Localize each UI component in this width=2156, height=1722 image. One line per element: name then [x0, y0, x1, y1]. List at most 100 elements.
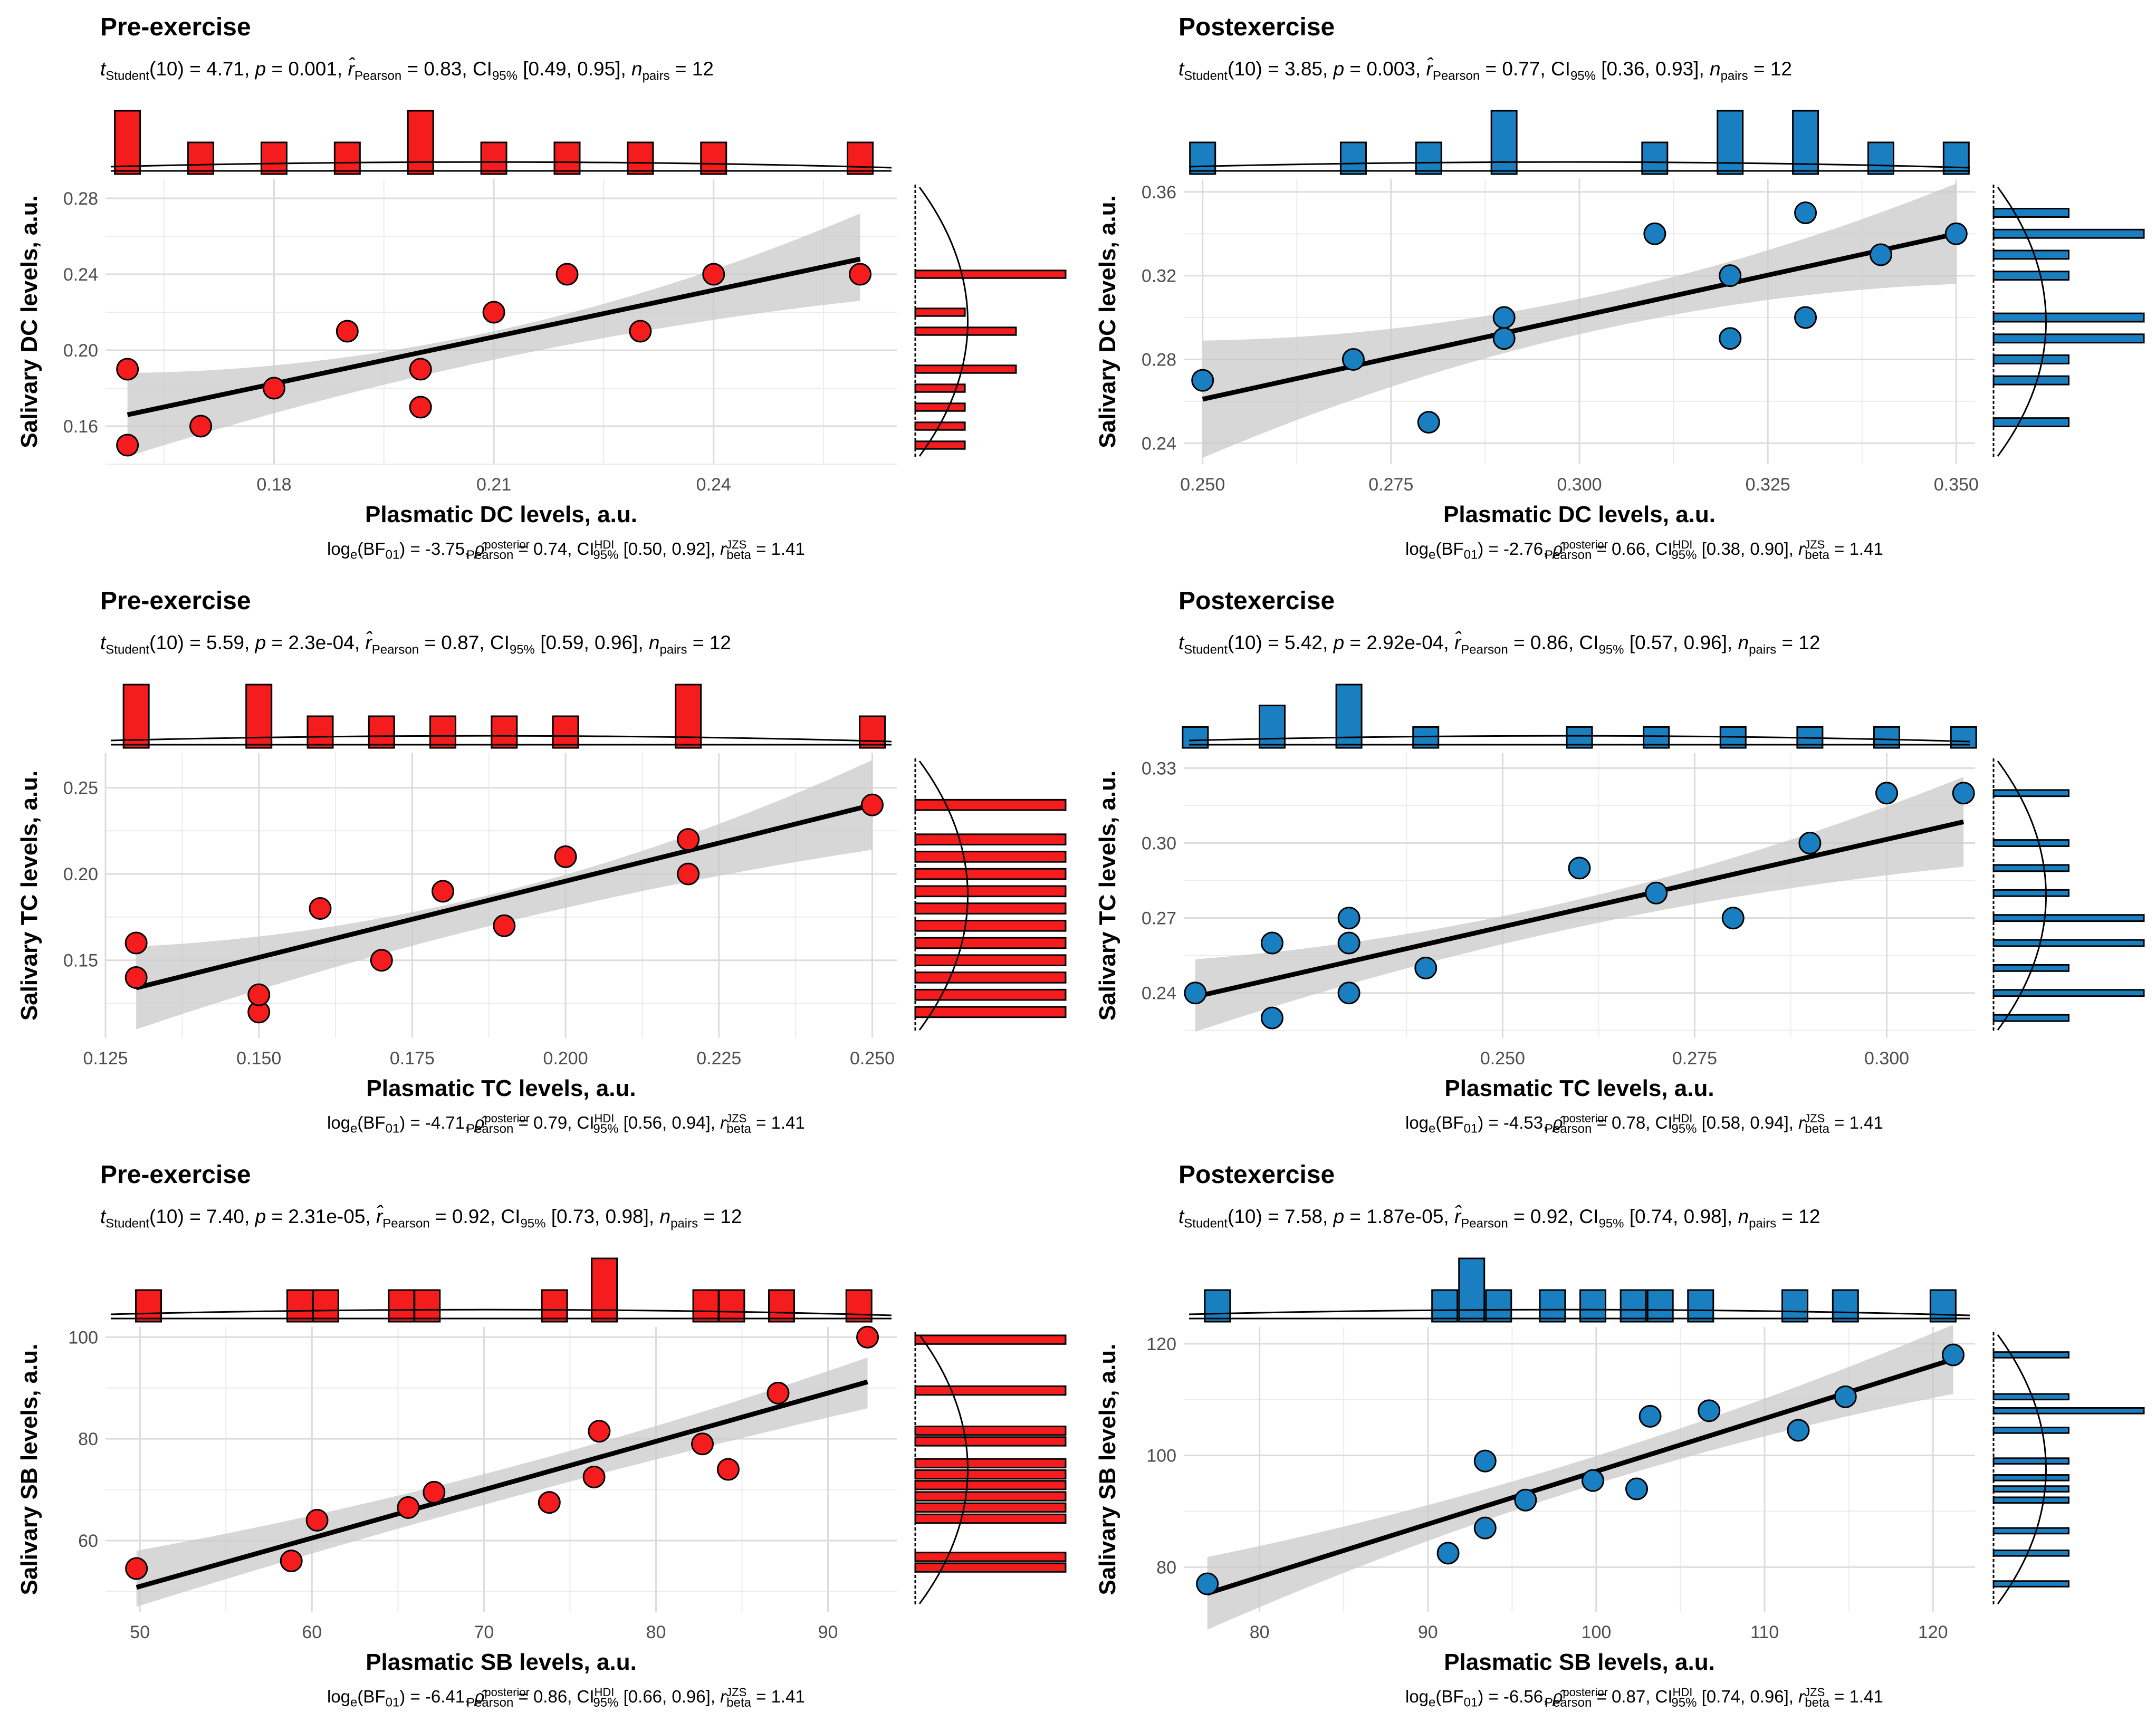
- x-histogram-bar: [845, 1289, 873, 1323]
- x-tick-label: 80: [1250, 1622, 1270, 1642]
- y-tick-label: 0.24: [1142, 434, 1176, 454]
- x-histogram-bar: [700, 141, 727, 175]
- y-histogram-bar: [1992, 1407, 2145, 1415]
- x-tick-label: 0.350: [1934, 475, 1979, 495]
- x-axis-title: Plasmatic TC levels, a.u.: [366, 1075, 636, 1101]
- data-point: [1436, 1542, 1460, 1565]
- y-histogram-bar: [914, 270, 1067, 279]
- y-histogram-bar: [1992, 1351, 2069, 1359]
- chart-title: Postexercise: [1178, 1161, 1335, 1189]
- confidence-band: [1202, 183, 1957, 458]
- confidence-band: [136, 1357, 868, 1607]
- data-point: [309, 897, 332, 920]
- y-axis-title: Salivary DC levels, a.u.: [16, 195, 42, 448]
- y-histogram-bar: [914, 440, 966, 450]
- data-point: [1638, 1404, 1662, 1428]
- data-point: [677, 828, 700, 851]
- x-histogram-bar: [1189, 141, 1216, 175]
- x-histogram-bar: [1929, 1289, 1957, 1323]
- data-point: [677, 862, 700, 886]
- data-point: [280, 1550, 303, 1573]
- x-tick-label: 0.225: [696, 1048, 741, 1069]
- frequentist-stats: tStudent(10) = 3.85, p = 0.003, r̂Pearso…: [1178, 58, 1792, 83]
- chart-plot: 50 60 70 80 90 60 80 100 Plasmatic SB levels, a.…: [16, 1257, 1067, 1675]
- y-tick-label: 0.36: [1142, 182, 1176, 203]
- regression-line: [1202, 231, 1957, 402]
- bayesian-stats: loge(BF01) = -4.71, ρ̂posteriorPearson =…: [327, 1112, 805, 1136]
- y-axis-title: Salivary TC levels, a.u.: [1095, 771, 1120, 1021]
- data-point: [482, 301, 505, 324]
- x-histogram-bar: [260, 141, 288, 175]
- y-histogram-bar: [914, 1552, 1067, 1562]
- y-histogram-bar: [914, 851, 1067, 863]
- x-histogram-bar: [1539, 1289, 1566, 1323]
- data-point: [1875, 782, 1899, 805]
- data-point: [766, 1381, 790, 1404]
- y-histogram-bar: [1992, 208, 2069, 218]
- y-histogram-bar: [914, 1334, 1067, 1345]
- x-tick-label: 0.250: [850, 1048, 895, 1069]
- x-histogram-bar: [1942, 141, 1970, 175]
- y-histogram-bar: [1992, 914, 2145, 922]
- y-histogram-bar: [914, 307, 966, 317]
- x-density-curve: [110, 735, 892, 743]
- y-histogram-bar: [914, 1469, 1067, 1480]
- y-histogram-bar: [914, 1480, 1067, 1490]
- chart-title: Pre-exercise: [100, 587, 251, 615]
- frequentist-stats: tStudent(10) = 7.40, p = 2.31e-05, r̂Pea…: [100, 1206, 742, 1231]
- y-tick-label: 0.15: [63, 951, 98, 971]
- data-point: [493, 914, 516, 937]
- bayesian-stats: loge(BF01) = -6.41, ρ̂posteriorPearson =…: [327, 1686, 805, 1710]
- data-point: [538, 1491, 561, 1514]
- data-point: [1341, 348, 1365, 371]
- y-histogram-bar: [914, 1513, 1067, 1524]
- data-point: [582, 1465, 606, 1488]
- data-point: [305, 1508, 329, 1532]
- data-point: [1869, 243, 1892, 266]
- data-point: [432, 880, 455, 903]
- data-point: [554, 845, 577, 868]
- x-histogram-bar: [1339, 141, 1367, 175]
- y-axis-title: Salivary DC levels, a.u.: [1095, 195, 1120, 448]
- x-histogram-bar: [1781, 1289, 1809, 1323]
- data-point: [1794, 201, 1817, 225]
- regression-line: [1206, 1357, 1954, 1596]
- data-point: [1337, 982, 1360, 1005]
- x-histogram-bar: [1431, 1289, 1459, 1323]
- x-histogram-bar: [1204, 1289, 1231, 1323]
- data-point: [555, 263, 579, 286]
- x-tick-label: 0.21: [476, 475, 511, 495]
- frequentist-stats: tStudent(10) = 5.59, p = 2.3e-04, r̂Pear…: [100, 632, 731, 657]
- frequentist-stats: tStudent(10) = 5.42, p = 2.92e-04, r̂Pea…: [1178, 632, 1820, 657]
- y-histogram-bar: [1992, 1427, 2069, 1434]
- y-tick-label: 60: [78, 1531, 98, 1551]
- chart-plot: 0.125 0.150 0.175 0.200 0.225 0.250 0.15 0.20 0.…: [16, 684, 1067, 1101]
- y-histogram-bar: [1992, 1496, 2069, 1504]
- confidence-band: [1195, 777, 1964, 1032]
- y-histogram-bar: [1992, 889, 2069, 897]
- data-point: [1196, 1572, 1219, 1595]
- x-histogram-bar: [847, 141, 874, 175]
- y-tick-label: 0.30: [1142, 834, 1176, 854]
- data-point: [1473, 1516, 1497, 1540]
- x-histogram-bar: [368, 715, 395, 749]
- x-histogram-bar: [312, 1289, 339, 1323]
- data-point: [125, 1557, 148, 1580]
- chart-title: Pre-exercise: [100, 1161, 251, 1189]
- data-point: [860, 793, 884, 816]
- data-point: [702, 263, 725, 286]
- y-density-curve: [1997, 1334, 2047, 1604]
- x-histogram-bar: [1258, 705, 1286, 749]
- x-histogram-bar: [1485, 1289, 1512, 1323]
- bayesian-stats: loge(BF01) = -6.56, ρ̂posteriorPearson =…: [1405, 1686, 1883, 1710]
- data-point: [116, 434, 139, 457]
- y-histogram-bar: [914, 799, 1067, 811]
- x-histogram-bar: [1646, 1289, 1674, 1323]
- data-point: [1787, 1419, 1810, 1442]
- y-histogram-bar: [914, 1006, 1067, 1018]
- data-point: [1645, 881, 1668, 905]
- y-tick-label: 0.24: [1142, 984, 1176, 1004]
- frequentist-stats: tStudent(10) = 7.58, p = 1.87e-05, r̂Pea…: [1178, 1206, 1820, 1231]
- chart-title: Postexercise: [1178, 587, 1335, 615]
- y-tick-label: 100: [1146, 1446, 1176, 1466]
